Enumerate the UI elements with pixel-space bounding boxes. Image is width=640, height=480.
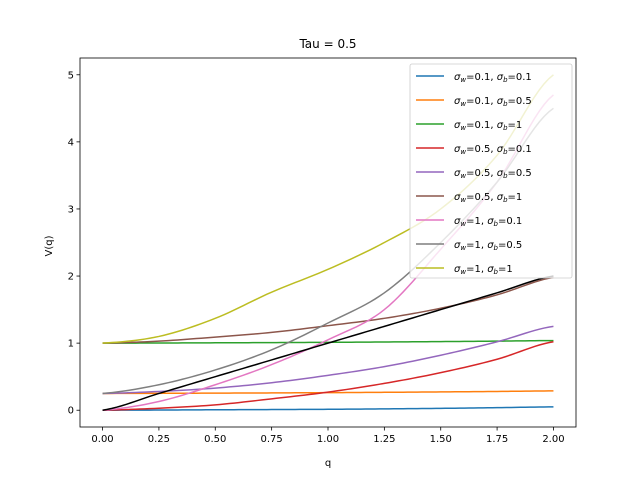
series-line-w01-b01 [102, 406, 554, 411]
y-tick-label: 5 [68, 70, 74, 81]
legend-box [409, 63, 573, 279]
x-tick-label: 0.50 [204, 434, 226, 445]
legend-label: σw=0.5, σb=1 [454, 192, 522, 204]
legend-label: σw=0.1, σb=1 [454, 120, 522, 132]
y-axis-label: V(q) [44, 235, 55, 256]
series-line-w05-b01 [102, 341, 554, 411]
x-tick-label: 2.00 [542, 434, 564, 445]
x-tick-label: 0.00 [91, 434, 113, 445]
y-tick-label: 2 [68, 272, 74, 283]
y-tick-label: 1 [68, 339, 74, 350]
x-tick-label: 0.75 [261, 434, 283, 445]
plot-area: 0.00 0.25 0.50 0.75 1.00 1.25 1.50 1.75 2.00 0 1 2 3… [68, 57, 577, 445]
x-axis-label: q [325, 458, 331, 469]
x-tick-label: 1.50 [430, 434, 452, 445]
series-line-w05-b05 [102, 325, 554, 395]
y-tick-label: 4 [68, 137, 74, 148]
legend-label: σw=0.1, σb=0.5 [454, 96, 532, 108]
legend-label: σw=0.5, σb=0.1 [454, 144, 532, 156]
x-tick-label: 0.25 [148, 434, 170, 445]
legend-label: σw=0.1, σb=0.1 [454, 72, 532, 84]
legend-label: σw=0.5, σb=0.5 [454, 168, 532, 180]
y-tick-label: 0 [68, 406, 74, 417]
legend-label: σw=1, σb=0.5 [454, 240, 522, 252]
chart-title: Tau = 0.5 [298, 37, 356, 51]
series-line-w01-b1 [102, 339, 554, 344]
reference-line [102, 275, 554, 411]
legend-label: σw=1, σb=1 [454, 264, 513, 276]
x-tick-label: 1.25 [373, 434, 395, 445]
legend-label: σw=1, σb=0.1 [454, 216, 522, 228]
x-tick-label: 1.75 [486, 434, 508, 445]
series-line-w05-b1 [102, 276, 554, 344]
x-tick-label: 1.00 [317, 434, 339, 445]
y-tick-label: 3 [68, 204, 74, 215]
